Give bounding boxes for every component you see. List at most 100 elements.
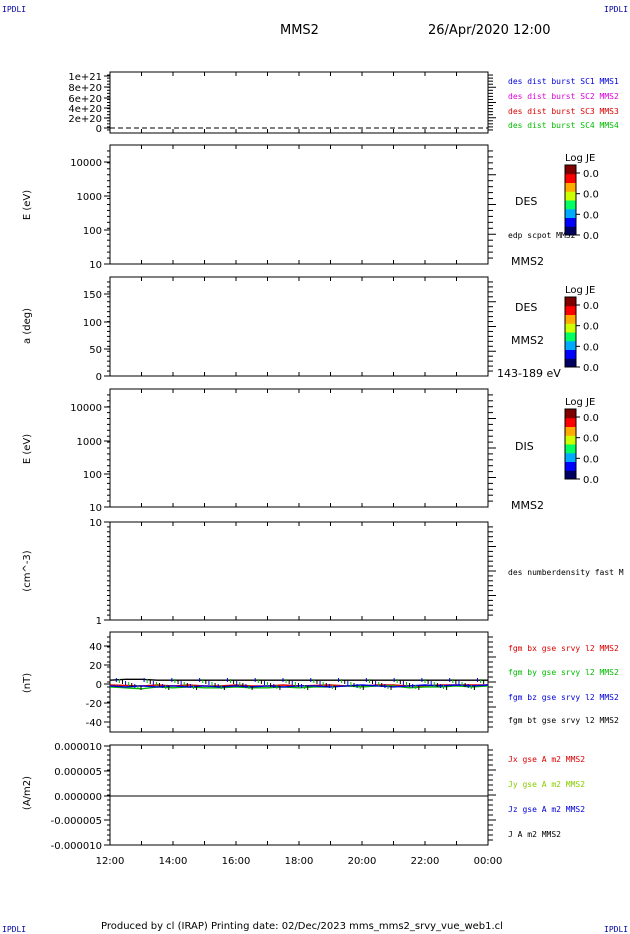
colorbar-segment [565, 409, 576, 419]
y-tick-label: 1000 [77, 192, 102, 203]
colorbar-segment [565, 358, 576, 368]
panel-side-label: edp scpot MMS2 [508, 231, 576, 240]
colorbar: Log JE 0.0 0.0 0.0 0.0 [564, 397, 599, 486]
y-tick-label: 1000 [77, 437, 102, 448]
panel-frame [109, 276, 489, 377]
colorbar-title: Log JE [565, 397, 595, 408]
header-datetime: 26/Apr/2020 12:00 [428, 23, 550, 38]
x-axis: 12:00 14:00 16:00 18:00 20:00 22:00 00:00 [96, 856, 503, 867]
y-tick-label: 50 [89, 345, 102, 356]
legend-entry: Jy gse A m2 MMS2 [508, 780, 585, 789]
colorbar-frame [564, 408, 577, 480]
header-spacecraft: MMS2 [280, 23, 319, 38]
colorbar-segment [565, 452, 576, 462]
panel-frame [109, 521, 489, 621]
y-tick-label: 0.000005 [54, 767, 102, 778]
y-tick-label: 10 [89, 518, 102, 529]
x-tick-label: 00:00 [474, 856, 503, 867]
legend-entry: fgm by gse srvy l2 MMS2 [508, 668, 619, 677]
y-tick-label: 100 [83, 318, 102, 329]
legend-entry: fgm bt gse srvy l2 MMS2 [508, 716, 619, 725]
colorbar-segment [565, 297, 576, 307]
y-axis-label: (nT) [22, 673, 33, 693]
colorbar-segment [565, 340, 576, 350]
colorbar-segment [565, 435, 576, 445]
y-tick-label: 0.000010 [54, 742, 102, 753]
panel-frame [109, 388, 489, 508]
panel-fgm: 40 20 0 -20 -40 (nT) fgm bx gse srvy l2 MMS2 fg… [22, 631, 619, 733]
legend-entry: des dist burst SC3 MMS3 [508, 107, 619, 116]
fgm-series-line [109, 684, 489, 688]
y-tick-label: 4e+20 [68, 104, 102, 115]
corner-label-bottom-right: IPDLI [604, 925, 628, 934]
panel-des-energy: 10000 1000 100 10 E (eV) DES edp scpot MMS2 MMS… [22, 144, 599, 271]
y-tick-label: 0 [96, 124, 102, 135]
panel-current: 0.000010 0.000005 0.000000 -0.000005 -0.0000… [22, 742, 585, 852]
panel-frame [109, 71, 489, 134]
y-tick-label: 0 [96, 372, 102, 383]
y-tick-label: 20 [89, 661, 102, 672]
legend-entry: fgm bz gse srvy l2 MMS2 [508, 693, 619, 702]
y-tick-label: -0.000005 [51, 816, 102, 827]
colorbar-tick-label: 0.0 [583, 454, 599, 465]
corner-label-top-left: IPDLI [2, 5, 26, 14]
colorbar-frame [564, 164, 577, 236]
y-tick-label: 1 [96, 616, 102, 627]
y-tick-label: 10000 [70, 403, 102, 414]
colorbar-segment [565, 191, 576, 201]
fgm-noise [115, 678, 485, 690]
y-axis-label: (cm^-3) [22, 550, 33, 591]
panel-density: 10 1 (cm^-3) des numberdensity fast M [22, 518, 624, 627]
colorbar-tick-label: 0.0 [583, 342, 599, 353]
colorbar-tick-label: 0.0 [583, 231, 599, 242]
panel-side-label: DES [515, 301, 537, 314]
colorbar-segment [565, 165, 576, 175]
y-axis-label: a (deg) [22, 308, 33, 344]
colorbar-tick-label: 0.0 [583, 169, 599, 180]
y-tick-label: 10 [89, 503, 102, 514]
y-tick-label: 1e+21 [68, 72, 102, 83]
colorbar-segment [565, 173, 576, 183]
corner-label-top-right: IPDLI [604, 5, 628, 14]
colorbar-tick-label: 0.0 [583, 301, 599, 312]
legend-entry: des dist burst SC1 MMS1 [508, 77, 619, 86]
colorbar-segment [565, 305, 576, 315]
colorbar-segment [565, 426, 576, 436]
y-tick-label: -20 [86, 699, 102, 710]
panel-side-label: MMS2 [511, 499, 544, 512]
x-tick-label: 20:00 [348, 856, 377, 867]
x-tick-label: 18:00 [285, 856, 314, 867]
y-axis-label: E (eV) [22, 434, 33, 464]
colorbar-tick-label: 0.0 [583, 363, 599, 374]
panel-side-label: MMS2 [511, 334, 544, 347]
legend-entry: des dist burst SC4 MMS4 [508, 121, 619, 130]
colorbar-tick-label: 0.0 [583, 475, 599, 486]
y-tick-label: 2e+20 [68, 114, 102, 125]
panel-side-label: DIS [515, 440, 534, 453]
legend-entry: fgm bx gse srvy l2 MMS2 [508, 644, 619, 653]
legend-entry: des dist burst SC2 MMS2 [508, 92, 619, 101]
x-tick-label: 12:00 [96, 856, 125, 867]
panel-side-label: MMS2 [511, 255, 544, 268]
colorbar-tick-label: 0.0 [583, 190, 599, 201]
legend-entry: Jz gse A m2 MMS2 [508, 805, 585, 814]
legend-entry: des numberdensity fast M [508, 568, 624, 577]
footer-text: Produced by cl (IRAP) Printing date: 02/… [101, 921, 503, 932]
y-tick-label: 8e+20 [68, 83, 102, 94]
colorbar-tick-label: 0.0 [583, 322, 599, 333]
colorbar-segment [565, 470, 576, 480]
colorbar-frame [564, 296, 577, 368]
y-axis-label: (A/m2) [22, 776, 33, 810]
panel-dis-energy: 10000 1000 100 10 E (eV) DIS MMS2 Log JE 0.0 0.0 0… [22, 388, 599, 514]
corner-label-bottom-left: IPDLI [2, 925, 26, 934]
y-tick-label: 10000 [70, 158, 102, 169]
colorbar-segment [565, 217, 576, 227]
y-tick-label: 0.000000 [54, 792, 102, 803]
colorbar-tick-label: 0.0 [583, 434, 599, 445]
x-tick-label: 16:00 [222, 856, 251, 867]
colorbar-tick-label: 0.0 [583, 210, 599, 221]
colorbar-segment [565, 200, 576, 210]
colorbar-segment [565, 182, 576, 192]
